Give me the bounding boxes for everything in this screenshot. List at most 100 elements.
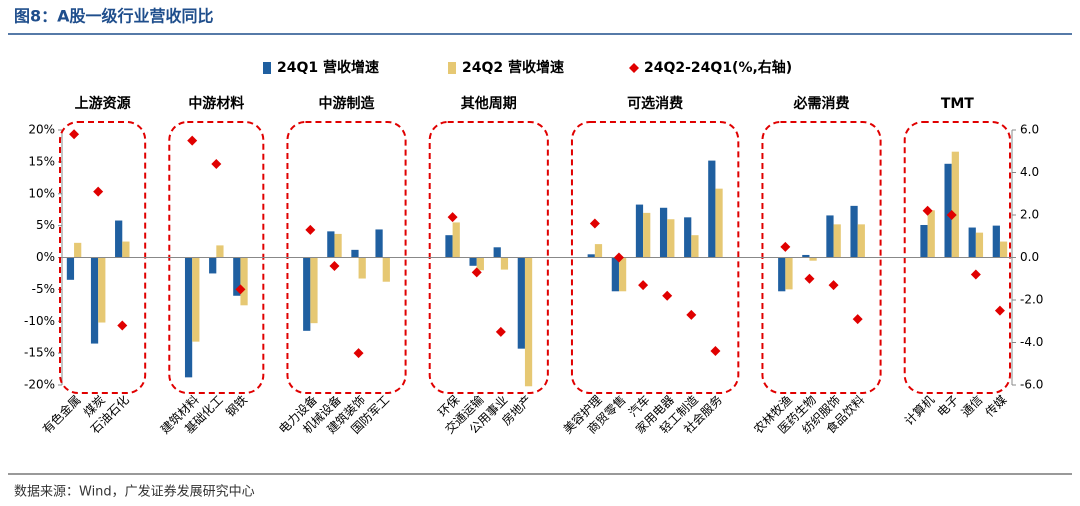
diamond-marker <box>69 129 80 140</box>
bar <box>778 257 786 292</box>
bar <box>850 205 858 258</box>
y2-tick-label: -2.0 <box>1020 293 1043 307</box>
bar <box>122 241 130 258</box>
diamond-marker <box>780 241 791 252</box>
bar <box>618 257 627 292</box>
diamond-marker <box>305 224 316 235</box>
bar <box>74 242 82 258</box>
diamond-marker <box>117 320 128 331</box>
y2-tick-label: -4.0 <box>1020 335 1043 349</box>
bar <box>327 231 335 258</box>
bar <box>216 245 224 258</box>
diamond-marker <box>187 135 198 146</box>
bar <box>594 244 603 258</box>
diamond-marker <box>353 348 364 359</box>
diamond-marker <box>235 284 246 295</box>
bar <box>233 257 241 296</box>
bar <box>659 207 668 258</box>
bar <box>66 257 75 280</box>
bar <box>240 257 248 306</box>
diamond-marker <box>804 273 815 284</box>
source-note: 数据来源：Wind，广发证券发展研究中心 <box>14 484 255 500</box>
bar <box>833 224 841 258</box>
x-tick-label: 电子 <box>934 393 961 420</box>
bar <box>375 229 383 258</box>
y-tick-label: 5% <box>36 218 55 232</box>
bar <box>857 224 865 258</box>
bar <box>809 257 817 261</box>
bar <box>691 235 699 258</box>
bar <box>802 254 810 258</box>
x-tick-label: 钢铁 <box>223 393 250 420</box>
group-label: 中游制造 <box>319 95 375 112</box>
y2-tick-label: 0.0 <box>1020 250 1039 264</box>
y2-tick-label: 2.0 <box>1020 208 1039 222</box>
diamond-marker <box>686 309 697 320</box>
group-label: 必需消费 <box>793 95 850 112</box>
diamond-marker <box>495 326 506 337</box>
diamond-marker <box>211 159 222 169</box>
y-tick-label: -15% <box>24 346 55 360</box>
y-tick-label: 0% <box>36 250 55 264</box>
legend-swatch <box>263 62 271 74</box>
diamond-marker <box>852 314 863 325</box>
bar <box>500 257 509 270</box>
group-label: 上游资源 <box>75 95 131 112</box>
bar <box>90 257 99 344</box>
bar <box>708 160 716 258</box>
y-tick-label: 10% <box>28 186 55 200</box>
bar <box>469 257 477 266</box>
bar <box>635 204 644 258</box>
y-tick-label: 20% <box>28 123 55 137</box>
bar <box>452 222 460 258</box>
diamond-marker <box>329 261 340 271</box>
y2-tick-label: 4.0 <box>1020 165 1039 179</box>
bar <box>493 247 501 258</box>
legend-label: 24Q2-24Q1(%,右轴) <box>644 59 792 76</box>
group-label: 可选消费 <box>627 95 683 112</box>
diamond-marker <box>93 186 104 197</box>
bar <box>184 257 193 378</box>
group-label: 中游材料 <box>188 95 244 112</box>
bar <box>785 257 793 290</box>
bar <box>209 257 217 274</box>
x-tick-label: 通信 <box>959 393 986 420</box>
bar <box>999 241 1008 258</box>
y-tick-label: 15% <box>28 154 55 168</box>
bar <box>920 224 928 258</box>
group-label: 其他周期 <box>461 95 517 112</box>
diamond-marker <box>662 290 673 301</box>
y-tick-label: -5% <box>32 282 55 296</box>
legend-swatch <box>629 63 639 73</box>
diamond-marker <box>638 280 649 291</box>
bar <box>611 257 619 292</box>
bar <box>476 257 484 271</box>
x-tick-label: 传媒 <box>982 392 1010 420</box>
bar <box>643 212 651 258</box>
bar <box>715 188 723 258</box>
bar <box>192 257 200 342</box>
diamond-marker <box>447 212 458 223</box>
chart-title: 图8：A股一级行业营收同比 <box>14 7 214 26</box>
y-tick-label: -10% <box>24 314 55 328</box>
diamond-marker <box>946 210 957 220</box>
diamond-marker <box>710 346 721 356</box>
bar <box>445 235 453 258</box>
bar <box>382 257 390 282</box>
bar <box>951 151 959 258</box>
bar <box>968 227 976 258</box>
diamond-marker <box>828 280 839 291</box>
diamond-marker <box>922 205 933 216</box>
bar <box>826 215 834 258</box>
bar <box>303 257 311 331</box>
bar <box>944 163 952 258</box>
bar <box>667 219 675 258</box>
bar <box>975 232 984 258</box>
diamond-marker <box>471 267 482 278</box>
y2-tick-label: 6.0 <box>1020 123 1039 137</box>
bar <box>517 257 525 349</box>
bar <box>927 210 935 258</box>
legend-swatch <box>448 62 456 74</box>
legend-label: 24Q2 营收增速 <box>462 59 564 76</box>
